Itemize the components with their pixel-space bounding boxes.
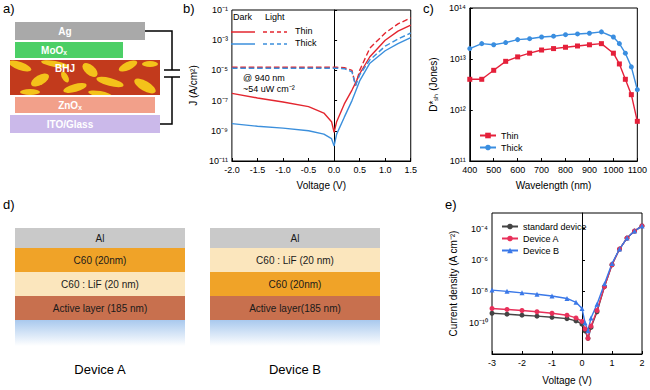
svg-text:Thin: Thin: [501, 131, 519, 141]
svg-text:ZnOₓ: ZnOₓ: [58, 100, 82, 111]
svg-text:Device A: Device A: [523, 234, 559, 244]
svg-text:-1: -1: [548, 358, 556, 368]
svg-text:Active layer (185 nm): Active layer (185 nm): [53, 303, 147, 314]
svg-text:Dark: Dark: [233, 12, 253, 22]
svg-text:Light: Light: [265, 12, 285, 22]
svg-text:J (A/cm²): J (A/cm²): [188, 65, 199, 106]
svg-text:700: 700: [534, 165, 549, 175]
svg-text:10⁻⁷: 10⁻⁷: [212, 96, 228, 106]
svg-text:Active layer(185 nm): Active layer(185 nm): [249, 303, 341, 314]
svg-text:Thick: Thick: [295, 38, 317, 48]
html-text:b): b): [183, 1, 195, 16]
svg-text:Voltage (V): Voltage (V): [297, 180, 346, 191]
svg-text:10⁻⁵: 10⁻⁵: [211, 65, 228, 75]
html-text:a): a): [3, 1, 15, 16]
svg-text:C60 : LiF (20 nm): C60 : LiF (20 nm): [256, 255, 334, 266]
svg-text:Current density (A cm⁻²): Current density (A cm⁻²): [448, 231, 459, 337]
svg-text:-1.0: -1.0: [275, 165, 291, 175]
html-text:c): c): [423, 1, 434, 16]
svg-text:-1.5: -1.5: [250, 165, 266, 175]
svg-text:10¹¹: 10¹¹: [449, 156, 466, 166]
svg-text:D*ₛₕ (Jones): D*ₛₕ (Jones): [428, 57, 439, 111]
svg-text:Device A: Device A: [74, 362, 126, 377]
svg-text:MoOₓ: MoOₓ: [41, 45, 67, 56]
svg-text:10⁻¹⁰: 10⁻¹⁰: [469, 318, 488, 328]
html-text:e): e): [445, 197, 457, 212]
svg-text:Thick: Thick: [501, 143, 523, 153]
svg-text:Al: Al: [291, 233, 300, 244]
svg-text:standard device: standard device: [523, 222, 587, 232]
svg-text:10⁻⁴: 10⁻⁴: [471, 224, 488, 234]
svg-text:400: 400: [462, 165, 477, 175]
svg-text:C60 (20nm): C60 (20nm): [74, 255, 127, 266]
svg-text:900: 900: [582, 165, 597, 175]
svg-text:1: 1: [609, 358, 614, 368]
svg-text:0.0: 0.0: [328, 165, 341, 175]
svg-text:0.5: 0.5: [353, 165, 366, 175]
html-text:d): d): [3, 197, 15, 212]
svg-text:10¹²: 10¹²: [450, 105, 466, 115]
svg-text:1000: 1000: [603, 165, 623, 175]
svg-text:10⁻¹¹: 10⁻¹¹: [208, 156, 228, 166]
svg-text:@ 940 nm: @ 940 nm: [243, 73, 285, 83]
svg-text:Thin: Thin: [295, 26, 313, 36]
svg-text:1100: 1100: [628, 165, 647, 175]
svg-text:10¹³: 10¹³: [450, 54, 466, 64]
svg-text:600: 600: [510, 165, 525, 175]
svg-text:C60 (20nm): C60 (20nm): [269, 279, 322, 290]
svg-text:10¹⁴: 10¹⁴: [449, 3, 466, 13]
svg-text:1.5: 1.5: [404, 165, 417, 175]
svg-text:Voltage (V): Voltage (V): [542, 375, 591, 386]
svg-text:-2: -2: [518, 358, 526, 368]
svg-text:Device B: Device B: [269, 362, 321, 377]
svg-text:Al: Al: [96, 233, 105, 244]
svg-text:800: 800: [558, 165, 573, 175]
svg-text:500: 500: [486, 165, 501, 175]
svg-text:2: 2: [639, 358, 644, 368]
svg-text:10⁻⁹: 10⁻⁹: [211, 126, 228, 136]
svg-text:-0.5: -0.5: [301, 165, 317, 175]
svg-text:BHJ: BHJ: [55, 63, 75, 74]
svg-text:-3: -3: [488, 358, 496, 368]
svg-text:1.0: 1.0: [379, 165, 392, 175]
svg-text:-2.0: -2.0: [224, 165, 240, 175]
svg-text:Wavelength (nm): Wavelength (nm): [516, 180, 592, 191]
svg-text:ITO/Glass: ITO/Glass: [47, 119, 94, 130]
svg-text:10⁻⁶: 10⁻⁶: [471, 255, 488, 265]
svg-text:10⁻⁸: 10⁻⁸: [471, 286, 488, 296]
svg-text:Ag: Ag: [58, 26, 71, 37]
svg-text:10⁻¹: 10⁻¹: [212, 5, 228, 15]
svg-text:10⁻³: 10⁻³: [212, 35, 228, 45]
svg-text:0: 0: [579, 358, 584, 368]
svg-text:~54 uW cm⁻²: ~54 uW cm⁻²: [243, 84, 295, 94]
svg-text:Device B: Device B: [523, 246, 559, 256]
svg-text:C60 : LiF (20 nm): C60 : LiF (20 nm): [61, 279, 139, 290]
